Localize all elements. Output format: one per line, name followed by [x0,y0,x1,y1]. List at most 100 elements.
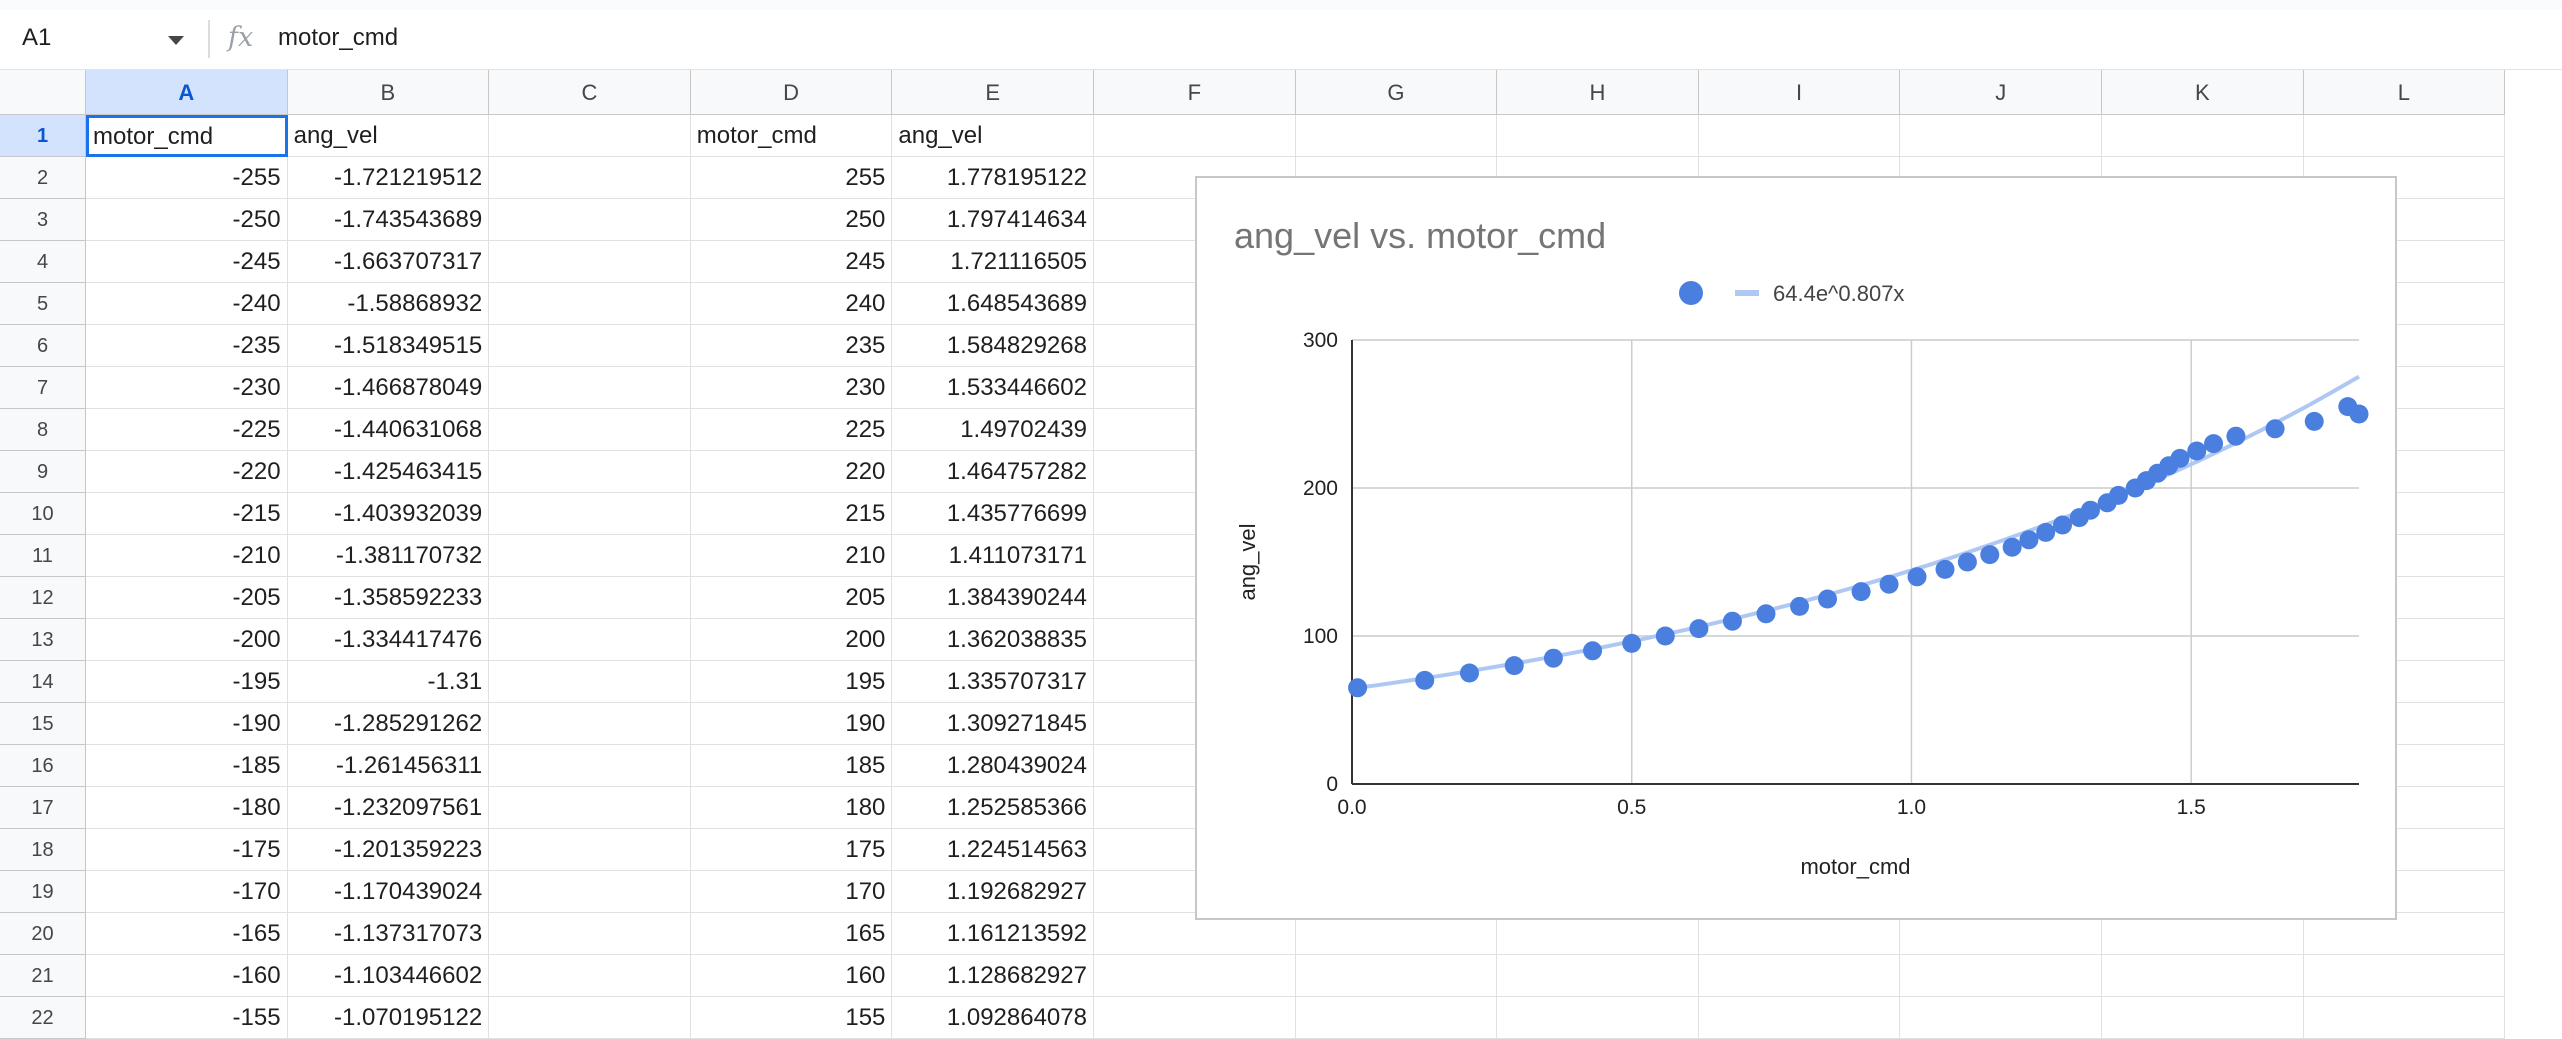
cell-e5[interactable]: 1.648543689 [892,283,1094,325]
cell-a19[interactable]: -170 [86,871,288,913]
column-header-l[interactable]: L [2303,70,2506,115]
column-header-g[interactable]: G [1295,70,1498,115]
cell-a4[interactable]: -245 [86,241,288,283]
cell-e9[interactable]: 1.464757282 [892,451,1094,493]
cell-d7[interactable]: 230 [690,367,893,409]
cell-c10[interactable] [489,493,691,535]
cell-l7[interactable] [2303,367,2506,409]
cell-a13[interactable]: -200 [86,619,288,661]
cell-l5[interactable] [2303,283,2506,325]
cell-i1[interactable] [1698,115,1901,157]
cell-e13[interactable]: 1.362038835 [892,619,1094,661]
cell-a2[interactable]: -255 [86,157,288,199]
cell-l19[interactable] [2303,871,2506,913]
cell-g1[interactable] [1295,115,1498,157]
cell-l22[interactable] [2303,997,2506,1039]
cell-h1[interactable] [1497,115,1699,157]
cell-b22[interactable]: -1.070195122 [287,997,490,1039]
cell-c20[interactable] [489,913,691,955]
cell-c4[interactable] [489,241,691,283]
cell-e15[interactable]: 1.309271845 [892,703,1094,745]
cell-a6[interactable]: -235 [86,325,288,367]
cell-a21[interactable]: -160 [86,955,288,997]
cell-g22[interactable] [1295,997,1498,1039]
cell-a7[interactable]: -230 [86,367,288,409]
row-header-7[interactable]: 7 [0,367,86,409]
cell-e10[interactable]: 1.435776699 [892,493,1094,535]
cell-a9[interactable]: -220 [86,451,288,493]
cell-d8[interactable]: 225 [690,409,893,451]
cell-b2[interactable]: -1.721219512 [287,157,490,199]
cell-d16[interactable]: 185 [690,745,893,787]
name-box[interactable]: A1 [22,24,52,51]
column-header-i[interactable]: I [1698,70,1901,115]
cell-l20[interactable] [2303,913,2506,955]
name-box-dropdown-icon[interactable] [168,36,184,45]
cell-c9[interactable] [489,451,691,493]
cell-c13[interactable] [489,619,691,661]
cell-b17[interactable]: -1.232097561 [287,787,490,829]
row-header-13[interactable]: 13 [0,619,86,661]
cell-l1[interactable] [2303,115,2506,157]
cell-k22[interactable] [2102,997,2304,1039]
cell-a20[interactable]: -165 [86,913,288,955]
row-header-1[interactable]: 1 [0,115,86,157]
row-header-19[interactable]: 19 [0,871,86,913]
cell-b8[interactable]: -1.440631068 [287,409,490,451]
cell-e19[interactable]: 1.192682927 [892,871,1094,913]
cell-a5[interactable]: -240 [86,283,288,325]
scatter-chart[interactable]: ang_vel vs. motor_cmd 64.4e^0.807x 0 100 200… [1195,176,2397,920]
cell-g21[interactable] [1295,955,1498,997]
cell-d2[interactable]: 255 [690,157,893,199]
cell-l6[interactable] [2303,325,2506,367]
column-header-j[interactable]: J [1900,70,2102,115]
cell-h22[interactable] [1497,997,1699,1039]
cell-d1[interactable]: motor_cmd [690,115,893,157]
cell-l13[interactable] [2303,619,2506,661]
cell-e2[interactable]: 1.778195122 [892,157,1094,199]
cell-e4[interactable]: 1.721116505 [892,241,1094,283]
row-header-6[interactable]: 6 [0,325,86,367]
column-header-f[interactable]: F [1094,70,1296,115]
cell-c15[interactable] [489,703,691,745]
cell-d6[interactable]: 235 [690,325,893,367]
cell-c7[interactable] [489,367,691,409]
cell-j1[interactable] [1900,115,2102,157]
cell-k1[interactable] [2102,115,2304,157]
cell-b16[interactable]: -1.261456311 [287,745,490,787]
cell-a15[interactable]: -190 [86,703,288,745]
row-header-10[interactable]: 10 [0,493,86,535]
cell-i21[interactable] [1698,955,1901,997]
cell-d20[interactable]: 165 [690,913,893,955]
row-header-12[interactable]: 12 [0,577,86,619]
cell-l18[interactable] [2303,829,2506,871]
column-header-k[interactable]: K [2102,70,2304,115]
cell-a3[interactable]: -250 [86,199,288,241]
cell-g20[interactable] [1295,913,1498,955]
column-header-b[interactable]: B [287,70,490,115]
cell-k21[interactable] [2102,955,2304,997]
cell-b6[interactable]: -1.518349515 [287,325,490,367]
cell-l14[interactable] [2303,661,2506,703]
cell-l15[interactable] [2303,703,2506,745]
cell-l8[interactable] [2303,409,2506,451]
cell-l21[interactable] [2303,955,2506,997]
cell-c14[interactable] [489,661,691,703]
row-header-14[interactable]: 14 [0,661,86,703]
cell-e1[interactable]: ang_vel [892,115,1094,157]
cell-a22[interactable]: -155 [86,997,288,1039]
cell-a10[interactable]: -215 [86,493,288,535]
cell-d12[interactable]: 205 [690,577,893,619]
cell-d15[interactable]: 190 [690,703,893,745]
cell-e22[interactable]: 1.092864078 [892,997,1094,1039]
cell-b13[interactable]: -1.334417476 [287,619,490,661]
cell-d4[interactable]: 245 [690,241,893,283]
cell-f20[interactable] [1094,913,1296,955]
cell-b5[interactable]: -1.58868932 [287,283,490,325]
cell-b20[interactable]: -1.137317073 [287,913,490,955]
cell-d19[interactable]: 170 [690,871,893,913]
cell-b18[interactable]: -1.201359223 [287,829,490,871]
cell-e16[interactable]: 1.280439024 [892,745,1094,787]
cell-f1[interactable] [1094,115,1296,157]
cell-a17[interactable]: -180 [86,787,288,829]
